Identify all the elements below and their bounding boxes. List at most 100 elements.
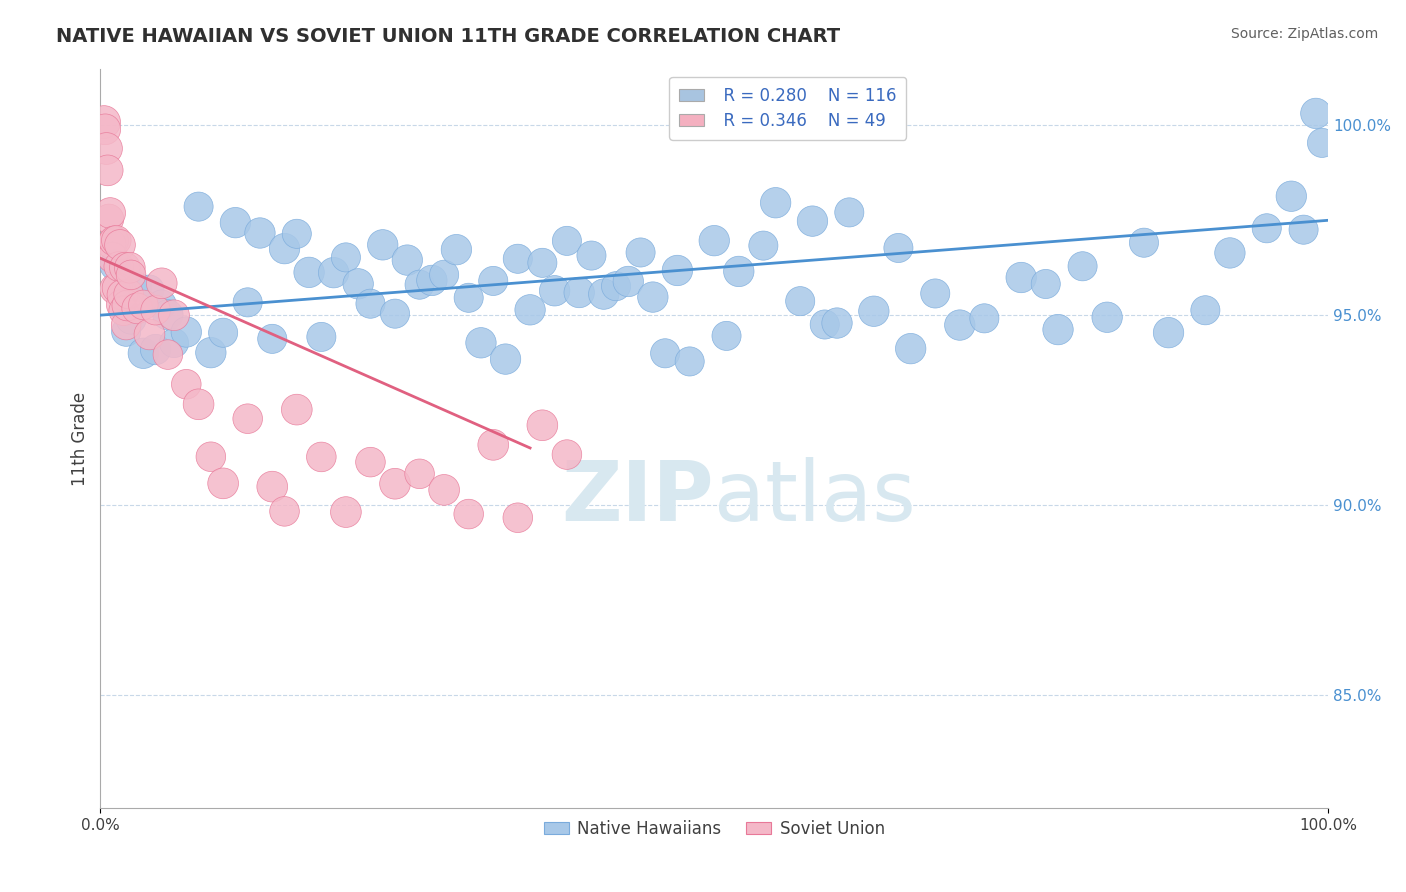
Point [108, 238, 131, 252]
Point [1305, 106, 1327, 120]
Point [433, 268, 456, 282]
Point [311, 330, 333, 344]
Point [765, 195, 787, 210]
Point [703, 234, 725, 248]
Point [150, 297, 173, 311]
Point [543, 284, 565, 298]
Point [359, 296, 381, 310]
Point [322, 266, 344, 280]
Point [1292, 222, 1315, 236]
Point [420, 273, 443, 287]
Point [924, 286, 946, 301]
Point [224, 216, 246, 230]
Point [262, 332, 284, 346]
Point [110, 298, 132, 312]
Point [200, 450, 222, 464]
Y-axis label: 11th Grade: 11th Grade [72, 392, 89, 485]
Point [641, 290, 664, 304]
Point [163, 336, 186, 351]
Point [94, 122, 117, 136]
Point [132, 346, 155, 360]
Point [654, 346, 676, 360]
Point [716, 329, 738, 343]
Point [176, 325, 198, 339]
Point [107, 260, 129, 274]
Point [1157, 326, 1180, 340]
Point [605, 279, 627, 293]
Point [1219, 246, 1241, 260]
Point [495, 352, 517, 367]
Point [212, 476, 235, 491]
Point [120, 312, 142, 326]
Point [156, 348, 179, 362]
Point [752, 238, 775, 252]
Point [814, 318, 837, 332]
Point [176, 377, 198, 392]
Point [138, 327, 160, 342]
Point [1047, 322, 1070, 336]
Point [311, 450, 333, 464]
Point [115, 325, 138, 339]
Legend: Native Hawaiians, Soviet Union: Native Hawaiians, Soviet Union [537, 814, 891, 845]
Text: ZIP: ZIP [562, 458, 714, 538]
Point [555, 234, 578, 248]
Point [236, 411, 259, 425]
Point [103, 234, 125, 248]
Point [273, 504, 295, 518]
Point [838, 205, 860, 219]
Point [145, 303, 167, 318]
Point [408, 467, 430, 481]
Point [384, 476, 406, 491]
Point [97, 163, 120, 178]
Point [107, 281, 129, 295]
Point [96, 142, 118, 156]
Point [138, 283, 160, 297]
Point [555, 448, 578, 462]
Point [519, 302, 541, 317]
Point [200, 345, 222, 359]
Point [433, 483, 456, 497]
Point [482, 274, 505, 288]
Point [1095, 310, 1118, 325]
Point [630, 245, 652, 260]
Point [1133, 235, 1156, 250]
Text: atlas: atlas [714, 458, 915, 538]
Point [117, 287, 139, 301]
Point [1194, 303, 1216, 318]
Point [120, 268, 142, 282]
Point [249, 226, 271, 240]
Point [101, 251, 124, 265]
Point [446, 243, 468, 257]
Point [1279, 189, 1302, 203]
Point [801, 214, 824, 228]
Point [212, 326, 235, 340]
Point [789, 294, 811, 309]
Point [93, 115, 115, 129]
Text: NATIVE HAWAIIAN VS SOVIET UNION 11TH GRADE CORRELATION CHART: NATIVE HAWAIIAN VS SOVIET UNION 11TH GRA… [56, 27, 841, 45]
Point [617, 275, 640, 289]
Point [111, 287, 134, 301]
Point [1310, 136, 1333, 150]
Point [150, 277, 173, 291]
Point [887, 241, 910, 255]
Point [1035, 277, 1057, 291]
Point [112, 303, 135, 318]
Point [104, 282, 127, 296]
Point [1071, 260, 1094, 274]
Point [105, 233, 128, 247]
Point [825, 316, 848, 330]
Point [1010, 270, 1032, 285]
Point [285, 227, 308, 241]
Point [298, 265, 321, 279]
Point [863, 304, 886, 318]
Point [187, 397, 209, 411]
Point [114, 260, 136, 275]
Point [666, 263, 689, 277]
Point [568, 285, 591, 300]
Point [335, 251, 357, 265]
Point [592, 287, 614, 301]
Point [900, 342, 922, 356]
Point [679, 354, 702, 368]
Point [163, 308, 186, 322]
Point [285, 402, 308, 417]
